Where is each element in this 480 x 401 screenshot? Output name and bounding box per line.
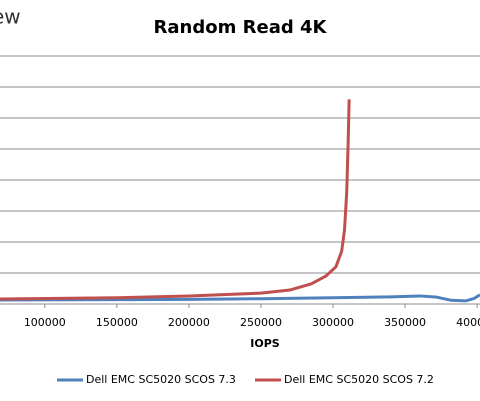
series-line [0, 99, 351, 301]
x-tick-label: 200000 [168, 316, 210, 329]
x-tick-label: 350000 [384, 316, 426, 329]
x-tick-label: 300000 [312, 316, 354, 329]
series-line [0, 293, 480, 303]
legend-label: Dell EMC SC5020 SCOS 7.2 [284, 373, 434, 386]
chart-title: Random Read 4K [154, 17, 328, 38]
x-tick-label: 400000 [456, 316, 480, 329]
x-tick-label: 150000 [96, 316, 138, 329]
legend-label: Dell EMC SC5020 SCOS 7.3 [86, 373, 236, 386]
x-tick-label: 100000 [24, 316, 66, 329]
x-axis-label: IOPS [250, 337, 280, 350]
x-tick-label: 250000 [240, 316, 282, 329]
logo: ew [0, 5, 21, 29]
